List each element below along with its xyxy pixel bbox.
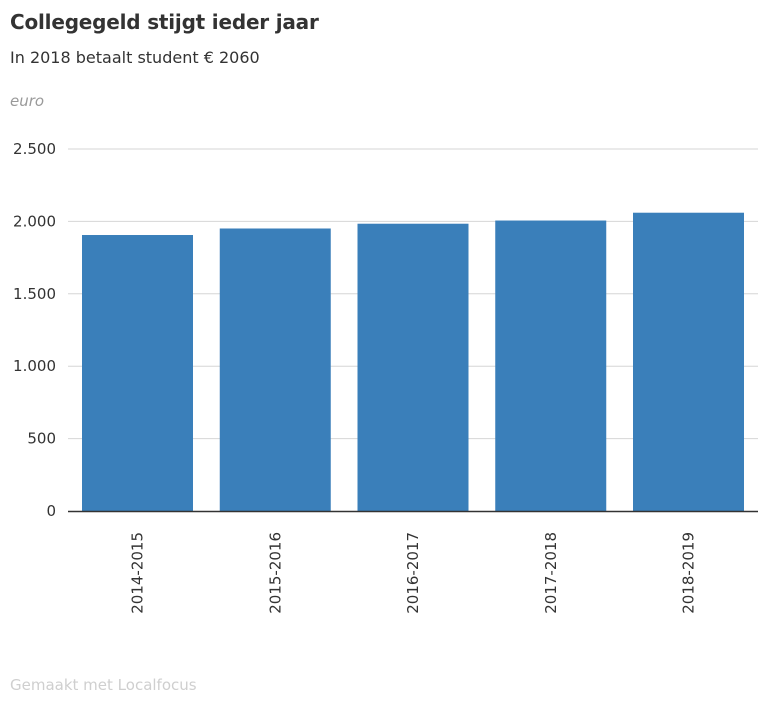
- x-axis-ticks: 2014-2015 2015-2016 2016-2017 2017-2018 2018…: [129, 532, 698, 614]
- y-tick-label: 2.000: [13, 212, 56, 230]
- y-tick-label: 1.000: [13, 357, 56, 375]
- bars: [82, 212, 744, 512]
- bar-2017-2018: [495, 220, 607, 512]
- bar-2016-2017: [357, 223, 469, 511]
- bar-2015-2016: [219, 228, 331, 512]
- x-tick-label: 2018-2019: [680, 532, 698, 614]
- chart-title: Collegegeld stijgt ieder jaar: [10, 10, 319, 34]
- bar-2018-2019: [633, 212, 744, 511]
- credit-footer: Gemaakt met Localfocus: [10, 676, 197, 694]
- y-tick-label: 1.500: [13, 285, 56, 303]
- y-axis-unit-label: euro: [10, 92, 45, 110]
- chart-subtitle: In 2018 betaalt student € 2060: [10, 48, 260, 67]
- x-tick-label: 2014-2015: [129, 532, 147, 614]
- y-tick-label: 500: [27, 430, 56, 448]
- x-tick-label: 2016-2017: [404, 532, 422, 614]
- y-axis-ticks: 0 500 1.000 1.500 2.000 2.500: [13, 140, 56, 520]
- y-tick-label: 2.500: [13, 140, 56, 158]
- y-tick-label: 0: [46, 502, 56, 520]
- bar-2014-2015: [82, 235, 193, 511]
- x-tick-label: 2017-2018: [542, 532, 560, 614]
- x-tick-label: 2015-2016: [266, 532, 284, 614]
